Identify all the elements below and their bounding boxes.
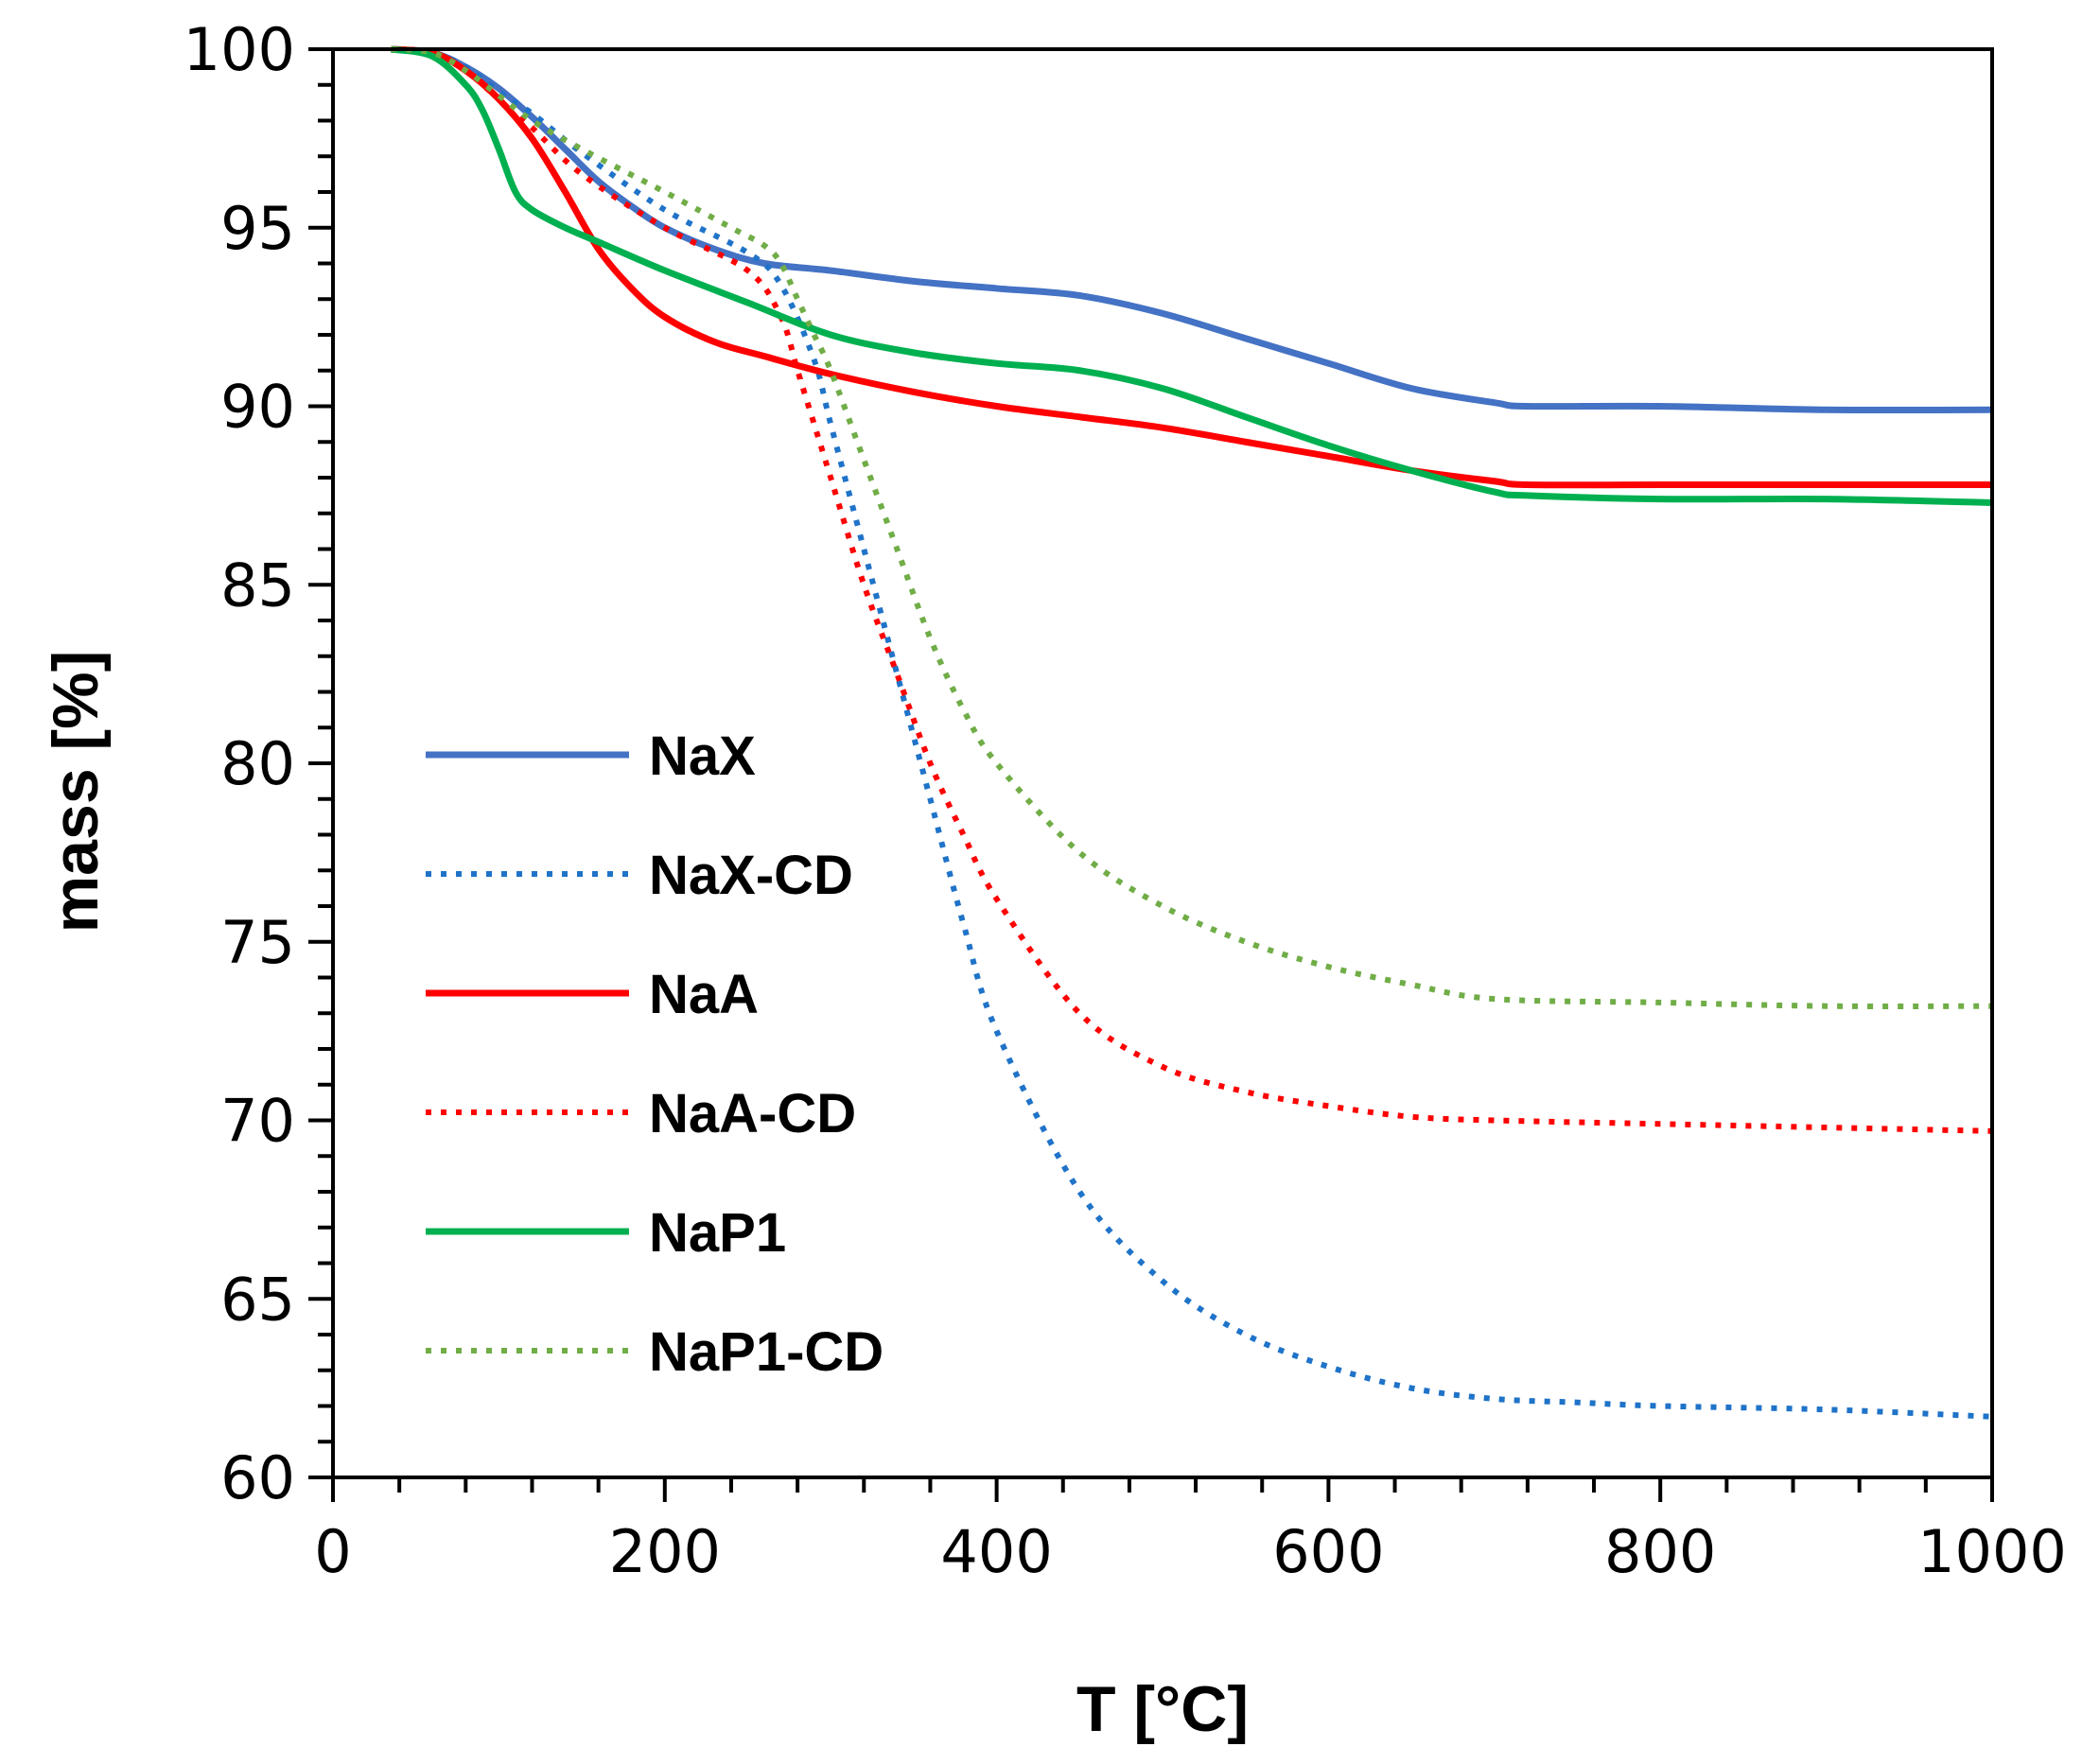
x-tick-label: 1000 — [1917, 1517, 2067, 1586]
tick-labels: 0 200 400 600 800 1000 60 65 70 75 80 85 90 95 100 — [184, 15, 2067, 1586]
series-line-naa-cd — [391, 46, 1993, 1134]
y-tick-label: 100 — [184, 15, 295, 84]
x-tick-label: 600 — [1272, 1517, 1384, 1586]
x-tick-label: 0 — [314, 1517, 351, 1586]
legend-label-naa-cd: NaA-CD — [649, 1083, 856, 1144]
legend-label-nax-cd: NaX-CD — [649, 845, 853, 906]
axes — [308, 47, 1994, 1502]
y-tick-label: 90 — [220, 373, 295, 442]
y-tick-label: 85 — [220, 550, 295, 620]
legend-label-nap1: NaP1 — [649, 1202, 786, 1264]
series-line-nax-cd — [391, 46, 1993, 1420]
series-layer — [390, 45, 1993, 1420]
x-tick-label: 200 — [609, 1517, 721, 1586]
y-tick-label: 65 — [220, 1265, 295, 1334]
legend-label-naa: NaA — [649, 964, 759, 1025]
series-line-nap1-cd — [391, 46, 1993, 1009]
x-tick-label: 400 — [940, 1517, 1052, 1586]
legend: NaX NaX-CD NaA NaA-CD NaP1 NaP1-CD — [426, 725, 884, 1383]
series-line-nax — [391, 45, 1993, 414]
y-axis-title: mass [%] — [40, 651, 112, 934]
series-line-naa — [391, 45, 1992, 489]
y-tick-label: 80 — [220, 729, 295, 798]
legend-label-nax: NaX — [649, 725, 756, 787]
y-tick-label: 60 — [220, 1443, 295, 1512]
plot-area-frame — [331, 47, 1994, 1479]
x-tick-label: 800 — [1604, 1517, 1716, 1586]
y-tick-label: 95 — [220, 194, 295, 263]
y-tick-label: 75 — [220, 908, 295, 977]
y-tick-label: 70 — [220, 1087, 295, 1156]
legend-label-nap1-cd: NaP1-CD — [649, 1321, 884, 1383]
x-axis-title: T [°C] — [1076, 1673, 1249, 1745]
series-line-nap1 — [390, 45, 1993, 506]
